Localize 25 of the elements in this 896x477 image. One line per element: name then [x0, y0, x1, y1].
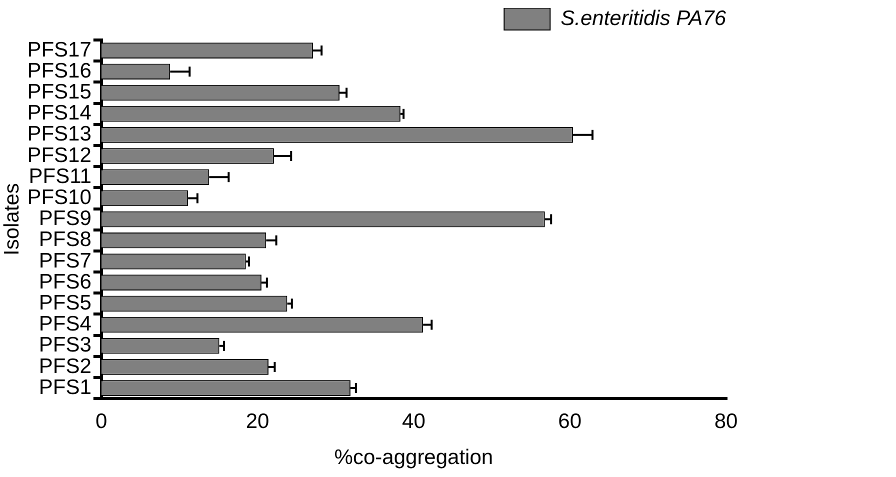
y-tick-label: PFS9	[38, 207, 92, 230]
x-tick-label: 20	[246, 410, 270, 433]
y-tick-label: PFS14	[27, 102, 92, 125]
y-tick-label: PFS6	[38, 270, 92, 294]
x-axis-title: %co-aggregation	[334, 446, 494, 470]
x-tick-label: 0	[96, 410, 108, 433]
x-tick-label: 40	[402, 410, 426, 433]
legend-label: S.enteritidis PA76	[560, 6, 726, 30]
y-tick-label: PFS16	[27, 59, 92, 82]
y-tick-label: PFS7	[38, 249, 92, 272]
x-tick-label: 80	[714, 410, 738, 433]
y-tick-label: PFS15	[27, 80, 92, 104]
x-tick-label: 60	[558, 410, 582, 433]
y-tick-label: PFS11	[28, 164, 92, 188]
y-tick-label: PFS8	[38, 228, 92, 252]
y-tick-label: PFS3	[38, 334, 92, 357]
y-tick-label: PFS2	[38, 354, 92, 378]
y-tick-label: PFS1	[38, 376, 92, 399]
y-tick-label: PFS4	[38, 312, 92, 336]
y-axis-title: Isolates	[0, 183, 24, 256]
y-tick-label: PFS17	[27, 38, 92, 62]
y-tick-label: PFS13	[27, 122, 92, 146]
y-tick-label: PFS12	[27, 144, 92, 167]
y-tick-label: PFS5	[38, 291, 92, 314]
y-tick-label: PFS10	[27, 186, 92, 210]
